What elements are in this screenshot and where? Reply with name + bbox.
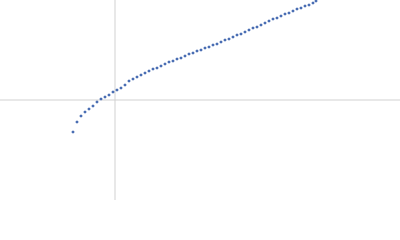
data-point — [235, 33, 239, 37]
data-point — [187, 52, 191, 56]
data-point — [275, 16, 279, 20]
data-point — [231, 35, 235, 39]
data-point — [99, 97, 103, 101]
data-point — [127, 79, 131, 83]
data-point — [111, 90, 115, 94]
data-point — [179, 56, 183, 60]
data-point — [255, 25, 259, 29]
data-point — [279, 14, 283, 18]
data-point — [291, 9, 295, 13]
data-point — [75, 120, 79, 124]
data-point — [175, 57, 179, 61]
data-point — [195, 49, 199, 53]
data-point — [271, 17, 275, 21]
data-point — [227, 37, 231, 41]
data-point — [251, 26, 255, 30]
data-point — [199, 48, 203, 52]
data-point — [243, 30, 247, 34]
data-point — [123, 83, 127, 87]
data-point — [183, 54, 187, 58]
data-point — [211, 43, 215, 47]
data-point — [159, 64, 163, 68]
data-point — [91, 104, 95, 108]
data-point — [83, 110, 87, 114]
data-point — [191, 51, 195, 55]
data-point — [147, 69, 151, 73]
data-point — [247, 28, 251, 32]
data-point — [223, 38, 227, 42]
data-point — [239, 32, 243, 36]
data-point — [263, 21, 267, 25]
data-point — [167, 60, 171, 64]
data-point — [163, 62, 167, 66]
data-point — [259, 23, 263, 27]
data-point — [95, 100, 99, 104]
data-point — [119, 86, 123, 90]
data-point — [143, 71, 147, 75]
data-point — [135, 75, 139, 79]
data-point — [299, 6, 303, 10]
data-point — [171, 59, 175, 63]
data-point — [314, 0, 318, 3]
data-point — [103, 95, 107, 99]
data-point — [311, 1, 315, 5]
data-point — [139, 73, 143, 77]
data-point — [295, 7, 299, 11]
data-point — [267, 19, 271, 23]
data-point — [131, 77, 135, 81]
data-point — [107, 93, 111, 97]
data-point — [115, 88, 119, 92]
data-point — [303, 4, 307, 8]
data-point — [287, 11, 291, 15]
data-point — [79, 114, 83, 118]
page: (() => { const data = JSON.parse(documen… — [0, 0, 400, 200]
data-point — [307, 3, 311, 7]
data-point — [71, 130, 75, 134]
data-point — [87, 107, 91, 111]
data-point — [207, 45, 211, 49]
data-point — [219, 40, 223, 44]
chart — [0, 0, 400, 200]
data-point — [215, 42, 219, 46]
data-point — [155, 66, 159, 70]
data-point — [203, 46, 207, 50]
data-point — [283, 12, 287, 16]
data-point — [151, 67, 155, 71]
